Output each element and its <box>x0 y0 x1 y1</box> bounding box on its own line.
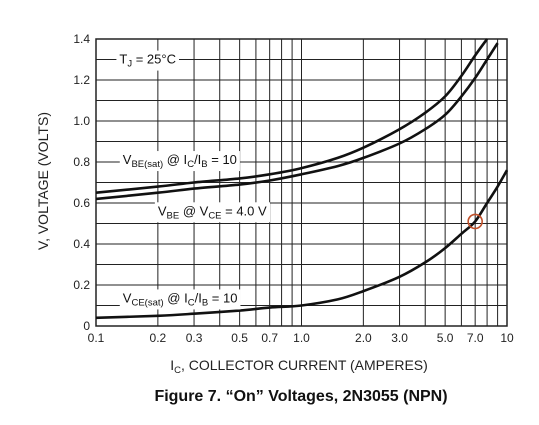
x-tick-labels: 0.1 0.2 0.3 0.5 0.7 1.0 2.0 3.0 5.0 7.0 10 <box>88 331 514 345</box>
annotation-text: VCE(sat) @ IC/IB = 10 <box>123 290 238 308</box>
highlight-marker <box>467 213 483 230</box>
x-tick-label: 0.5 <box>231 331 248 345</box>
y-axis-label: V, VOLTAGE (VOLTS) <box>35 112 51 250</box>
y-tick-label: 0.8 <box>73 155 90 169</box>
annotation-tj: TJ = 25°C <box>116 50 179 71</box>
x-axis-label-rest: , COLLECTOR CURRENT (AMPERES) <box>181 357 428 373</box>
y-tick-label: 1.0 <box>73 114 90 128</box>
x-tick-label: 0.3 <box>186 331 203 345</box>
x-tick-label: 3.0 <box>391 331 408 345</box>
x-axis-label-sub: C <box>174 365 181 376</box>
vbe-curve <box>95 42 499 201</box>
y-tick-label: 1.4 <box>73 32 90 46</box>
x-tick-label: 5.0 <box>437 331 454 345</box>
x-tick-label: 0.7 <box>261 331 278 345</box>
annotation-vbesat: VBE(sat) @ IC/IB = 10 <box>119 151 240 172</box>
y-tick-label: 0 <box>83 319 90 333</box>
x-tick-label: 0.1 <box>88 331 105 345</box>
grid <box>95 38 508 327</box>
x-tick-label: 7.0 <box>467 331 484 345</box>
annotation-bg <box>154 202 271 223</box>
x-tick-label: 1.0 <box>293 331 310 345</box>
y-tick-label: 1.2 <box>73 73 90 87</box>
annotation-bg <box>119 289 241 310</box>
y-tick-labels: 0 0.2 0.4 0.6 0.8 1.0 1.2 1.4 <box>73 32 90 333</box>
plot-frame <box>95 38 508 327</box>
annotation-bg <box>119 151 240 172</box>
x-axis-label: IC, COLLECTOR CURRENT (AMPERES) <box>170 357 428 376</box>
annotation-text: VBE @ VCE = 4.0 V <box>158 203 267 221</box>
annotation-vbe: VBE @ VCE = 4.0 V <box>154 202 271 223</box>
highlight-circle <box>467 213 483 230</box>
vce-sat-curve <box>95 169 509 320</box>
x-axis-label-main: I <box>170 357 174 373</box>
annotation-bg <box>116 50 179 71</box>
y-tick-label: 0.4 <box>73 237 90 251</box>
x-tick-label: 10 <box>500 331 514 345</box>
curves <box>95 38 509 320</box>
x-tick-label: 0.2 <box>150 331 167 345</box>
figure-caption: Figure 7. “On” Voltages, 2N3055 (NPN) <box>154 388 447 405</box>
vbe-sat-curve <box>95 38 489 194</box>
annotation-text: VBE(sat) @ IC/IB = 10 <box>123 152 237 170</box>
annotation-text: TJ = 25°C <box>119 52 176 70</box>
y-tick-label: 0.6 <box>73 196 90 210</box>
y-tick-label: 0.2 <box>73 278 90 292</box>
x-tick-label: 2.0 <box>355 331 372 345</box>
annotation-vcesat: VCE(sat) @ IC/IB = 10 <box>119 289 241 310</box>
curve-annotations: TJ = 25°C VBE(sat) @ IC/IB = 10 VBE @ VCE … <box>116 50 271 310</box>
